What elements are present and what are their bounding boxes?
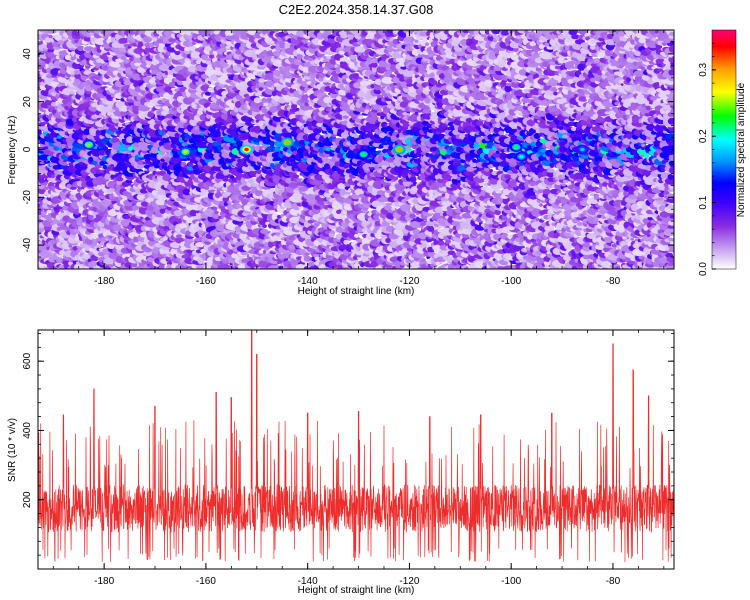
heatmap-cell (214, 210, 219, 215)
heatmap-cell (222, 177, 229, 182)
heatmap-cell (60, 37, 68, 42)
heatmap-cell (187, 162, 194, 167)
figure-title: C2E2.2024.358.14.37.G08 (279, 2, 434, 17)
heatmap-cell (284, 87, 289, 92)
heatmap-cell (70, 190, 78, 195)
heatmap-cell (70, 186, 77, 190)
heatmap-cell (260, 229, 269, 234)
heatmap-cell (212, 206, 218, 211)
heatmap-cell (42, 125, 50, 132)
heatmap-cell (44, 99, 53, 106)
heatmap-cell (46, 209, 52, 214)
heatmap-cell (38, 179, 46, 184)
heatmap-cell (67, 151, 73, 156)
heatmap-cell (258, 250, 264, 254)
heatmap-cell (43, 182, 48, 186)
heatmap-cell (292, 174, 300, 179)
heatmap-cell (42, 121, 49, 125)
heatmap-cell (48, 34, 53, 39)
heatmap-cell (280, 118, 285, 122)
heatmap-cell (186, 157, 191, 161)
heatmap-cell (330, 230, 336, 234)
heatmap-cell (74, 236, 80, 241)
heatmap-cell (253, 97, 262, 104)
heatmap-cell (127, 96, 133, 100)
heatmap-cell (44, 191, 49, 195)
heatmap-cell (53, 146, 60, 151)
heatmap-cell (92, 241, 98, 246)
heatmap-cell (56, 258, 63, 264)
heatmap-cell (275, 59, 283, 64)
heatmap-cell (50, 174, 55, 179)
heatmap-cell (46, 246, 51, 251)
heatmap-cell (38, 128, 42, 135)
heatmap-cell (74, 69, 81, 75)
heatmap-cell (46, 30, 58, 34)
heatmap-cell (86, 175, 91, 179)
heatmap-cell (72, 116, 79, 123)
heatmap-cells (38, 30, 674, 269)
heatmap-cell (47, 194, 51, 198)
heatmap-cell (117, 174, 123, 178)
heatmap-cell (120, 33, 125, 37)
heatmap-cell (304, 252, 310, 256)
heatmap-cell (163, 134, 169, 139)
heatmap-cell (56, 135, 63, 140)
